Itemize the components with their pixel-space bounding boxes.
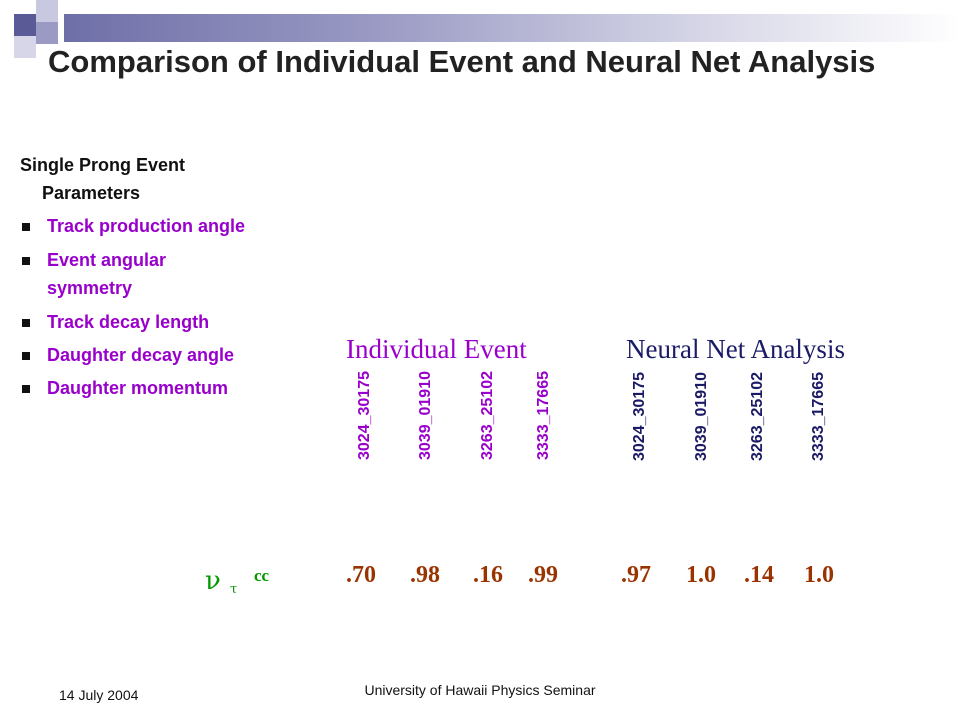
intro-line-1: Single Prong Event [20, 155, 186, 175]
list-item: Daughter momentum [20, 374, 320, 402]
event-id-label: 3039_01910 [417, 371, 434, 460]
list-item-label: Track decay length [47, 312, 210, 332]
decor-square-mid [36, 22, 58, 44]
decor-square-light [36, 0, 58, 22]
slide-title: Comparison of Individual Event and Neura… [48, 44, 876, 79]
footer-date: 14 July 2004 [59, 687, 139, 703]
list-item-label: Event angular symmetry [47, 250, 167, 298]
list-item-label: Track production angle [47, 216, 246, 236]
neural-net-value: .14 [744, 562, 774, 588]
cc-label: cc [254, 566, 270, 585]
neural-net-heading: Neural Net Analysis [626, 334, 845, 364]
individual-event-value: .16 [473, 562, 503, 588]
list-item: Daughter decay angle [20, 341, 320, 369]
header-gradient-bar [64, 14, 960, 42]
event-id-label: 3263_25102 [749, 372, 766, 461]
neural-net-value: .97 [621, 562, 651, 588]
event-id-label: 3024_30175 [356, 371, 373, 460]
list-item-label: Daughter momentum [47, 378, 229, 398]
event-id-label: 3039_01910 [693, 372, 710, 461]
footer-center-text: University of Hawaii Physics Seminar [364, 682, 596, 698]
list-item: Track production angle [20, 212, 320, 240]
individual-event-value: .70 [346, 562, 376, 588]
event-id-label: 3024_30175 [631, 372, 648, 461]
intro-text: Single Prong Event Parameters [20, 151, 320, 207]
square-bullet-icon [22, 352, 30, 360]
neural-net-value: 1.0 [686, 562, 716, 588]
individual-event-heading: Individual Event [346, 334, 527, 364]
event-id-label: 3263_25102 [479, 371, 496, 460]
decor-square-dark [14, 14, 36, 36]
event-id-label: 3333_17665 [535, 371, 552, 460]
nu-symbol: ν [205, 566, 221, 596]
individual-event-value: .99 [528, 562, 558, 588]
square-bullet-icon [22, 319, 30, 327]
list-item: Track decay length [20, 308, 320, 336]
individual-event-value: .98 [410, 562, 440, 588]
intro-line-2: Parameters [42, 183, 141, 203]
square-bullet-icon [22, 385, 30, 393]
event-id-label: 3333_17665 [810, 372, 827, 461]
square-bullet-icon [22, 257, 30, 265]
neural-net-value: 1.0 [804, 562, 834, 588]
tau-subscript: τ [230, 582, 238, 597]
list-item-label: Daughter decay angle [47, 345, 235, 365]
parameter-list: Track production angle Event angular sym… [20, 212, 320, 402]
list-item: Event angular symmetry [20, 246, 237, 302]
square-bullet-icon [22, 223, 30, 231]
decor-square-light-2 [14, 36, 36, 58]
